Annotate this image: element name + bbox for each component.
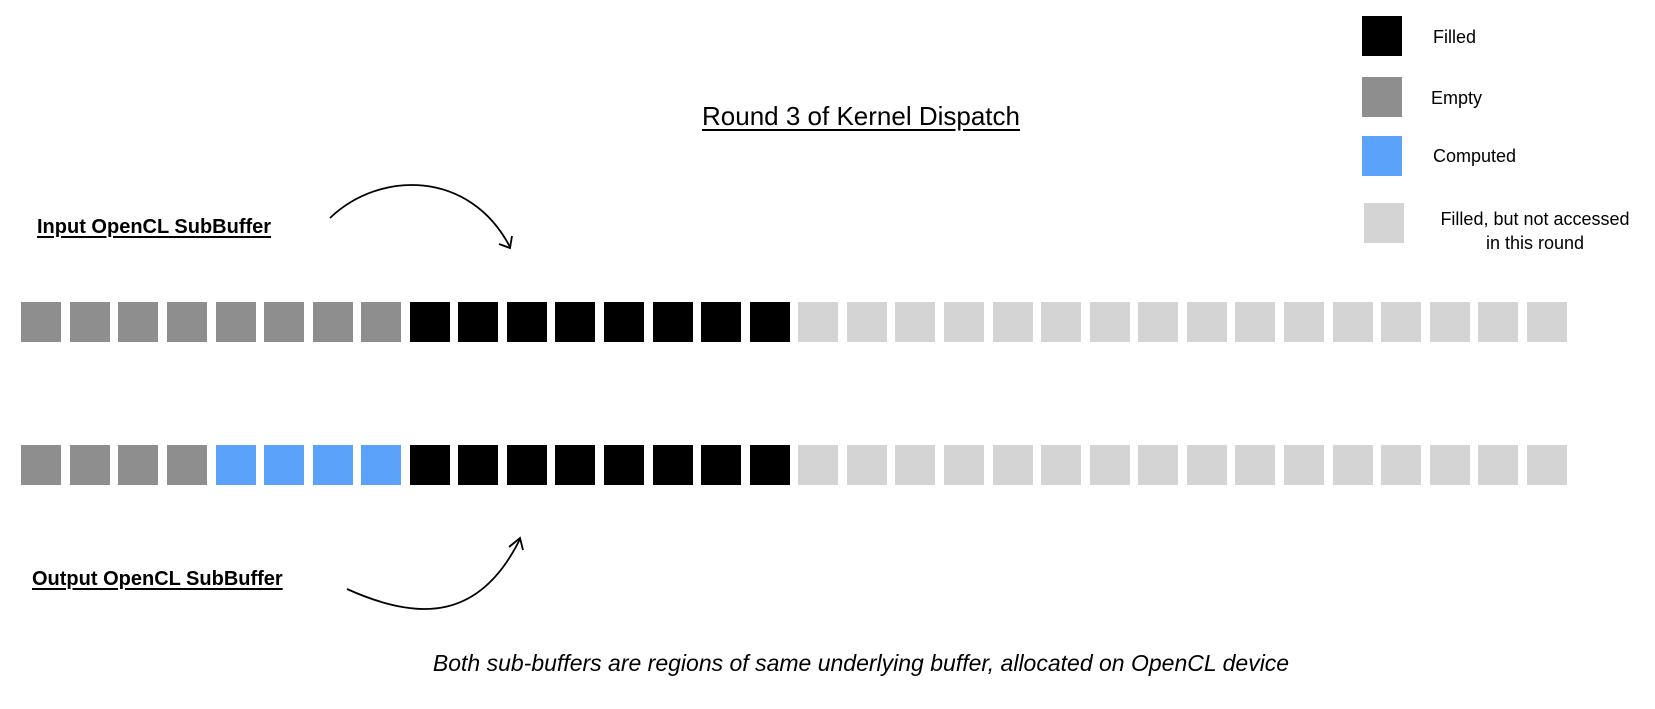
input-cell-empty [21, 302, 61, 342]
output-cell-filled-not-accessed [895, 445, 935, 485]
input-cell-filled [604, 302, 644, 342]
output-cell-filled [701, 445, 741, 485]
input-subbuffer-label: Input OpenCL SubBuffer [37, 216, 272, 238]
input-cell-empty [118, 302, 158, 342]
input-cell-filled-not-accessed [944, 302, 984, 342]
output-cell-computed [216, 445, 256, 485]
input-cell-filled [750, 302, 790, 342]
input-cell-filled-not-accessed [798, 302, 838, 342]
output-cell-filled-not-accessed [1138, 445, 1178, 485]
input-cell-filled-not-accessed [847, 302, 887, 342]
output-cell-filled [750, 445, 790, 485]
output-cell-filled-not-accessed [1284, 445, 1324, 485]
input-cell-filled-not-accessed [1478, 302, 1518, 342]
output-cell-filled-not-accessed [1527, 445, 1567, 485]
input-cell-filled-not-accessed [1090, 302, 1130, 342]
output-subbuffer-label: Output OpenCL SubBuffer [32, 568, 283, 590]
diagram-title: Round 3 of Kernel Dispatch [702, 101, 1020, 131]
input-cell-filled [555, 302, 595, 342]
input-cell-filled [410, 302, 450, 342]
input-cell-empty [264, 302, 304, 342]
input-cell-filled-not-accessed [1138, 302, 1178, 342]
output-cell-computed [361, 445, 401, 485]
legend-label-line2: in this round [1485, 233, 1585, 253]
input-cell-filled [701, 302, 741, 342]
output-cell-filled-not-accessed [993, 445, 1033, 485]
output-cell-filled [653, 445, 693, 485]
input-arrow [329, 184, 513, 250]
input-cell-filled [507, 302, 547, 342]
output-cell-empty [21, 445, 61, 485]
caption: Both sub-buffers are regions of same und… [432, 650, 1290, 676]
input-cell-filled-not-accessed [1041, 302, 1081, 342]
input-cell-filled-not-accessed [1381, 302, 1421, 342]
legend-label-line1: Filled, but not accessed [1440, 209, 1630, 229]
legend-label-filled: Filled [1433, 27, 1477, 47]
output-cell-filled-not-accessed [1381, 445, 1421, 485]
legend-swatch-filled-not-accessed [1364, 203, 1404, 243]
input-cell-filled-not-accessed [1333, 302, 1373, 342]
output-cell-filled-not-accessed [1235, 445, 1275, 485]
output-cell-filled [410, 445, 450, 485]
input-cell-filled-not-accessed [1527, 302, 1567, 342]
output-arrow [346, 536, 524, 610]
output-cell-filled-not-accessed [1041, 445, 1081, 485]
output-cell-computed [264, 445, 304, 485]
input-cell-filled-not-accessed [1235, 302, 1275, 342]
output-cell-filled-not-accessed [1090, 445, 1130, 485]
legend-swatch-filled [1362, 16, 1402, 56]
output-cell-filled-not-accessed [1187, 445, 1227, 485]
output-cell-filled [604, 445, 644, 485]
legend-label-filled-not-accessed: Filled, but not accessed in this round [1420, 207, 1650, 255]
input-cell-filled-not-accessed [895, 302, 935, 342]
input-cell-empty [167, 302, 207, 342]
legend-label-empty: Empty [1431, 88, 1483, 108]
input-cell-empty [313, 302, 353, 342]
input-cell-filled-not-accessed [1187, 302, 1227, 342]
output-cell-filled-not-accessed [847, 445, 887, 485]
legend-swatch-computed [1362, 136, 1402, 176]
output-cell-filled-not-accessed [1333, 445, 1373, 485]
input-cell-filled-not-accessed [993, 302, 1033, 342]
output-cell-empty [118, 445, 158, 485]
input-cell-filled [458, 302, 498, 342]
output-cell-filled-not-accessed [1478, 445, 1518, 485]
input-cell-filled-not-accessed [1430, 302, 1470, 342]
output-cell-filled [507, 445, 547, 485]
legend-label-computed: Computed [1433, 146, 1517, 166]
input-cell-filled-not-accessed [1284, 302, 1324, 342]
output-cell-filled [555, 445, 595, 485]
legend-swatch-empty [1362, 77, 1402, 117]
output-cell-filled-not-accessed [944, 445, 984, 485]
output-cell-filled [458, 445, 498, 485]
output-cell-empty [167, 445, 207, 485]
output-cell-computed [313, 445, 353, 485]
input-cell-empty [361, 302, 401, 342]
input-cell-empty [70, 302, 110, 342]
input-cell-empty [216, 302, 256, 342]
output-cell-empty [70, 445, 110, 485]
input-cell-filled [653, 302, 693, 342]
output-cell-filled-not-accessed [1430, 445, 1470, 485]
output-cell-filled-not-accessed [798, 445, 838, 485]
